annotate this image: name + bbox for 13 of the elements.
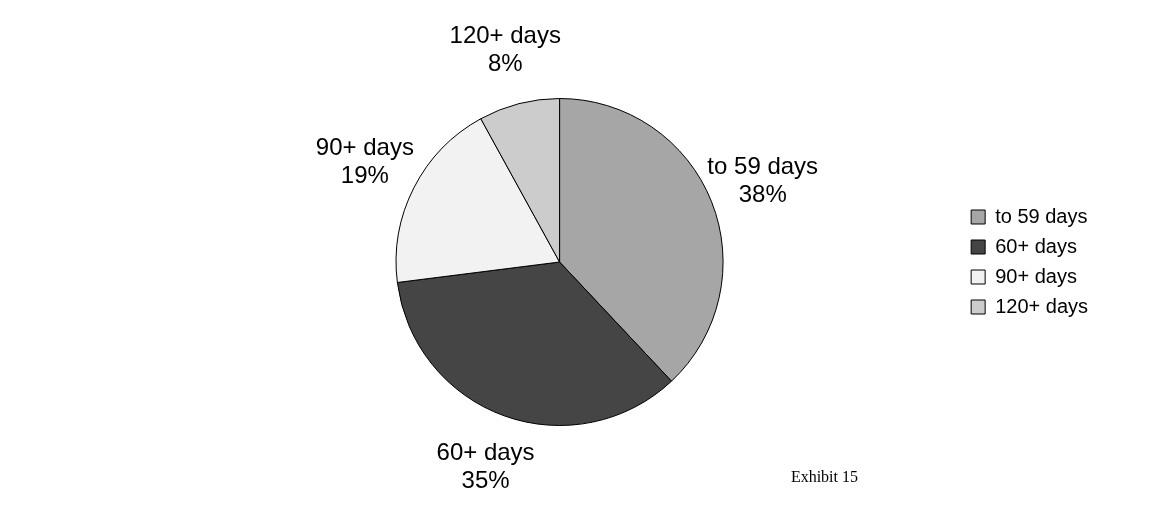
legend-label: to 59 days [995, 204, 1088, 227]
slice-label: 120+ days [449, 20, 561, 48]
data-label: 19% [340, 161, 389, 189]
legend-label: 90+ days [995, 264, 1077, 287]
slice-label: to 59 days [707, 152, 819, 180]
data-label: 8% [487, 48, 523, 76]
data-label: 35% [461, 466, 510, 494]
legend-label: 60+ days [995, 234, 1077, 257]
data-label: 38% [738, 180, 787, 208]
text: Exhibit 15 [790, 468, 858, 486]
slice-label: 90+ days [315, 133, 414, 161]
slice-label: 60+ days [436, 438, 535, 466]
legend-label: 120+ days [995, 294, 1089, 317]
